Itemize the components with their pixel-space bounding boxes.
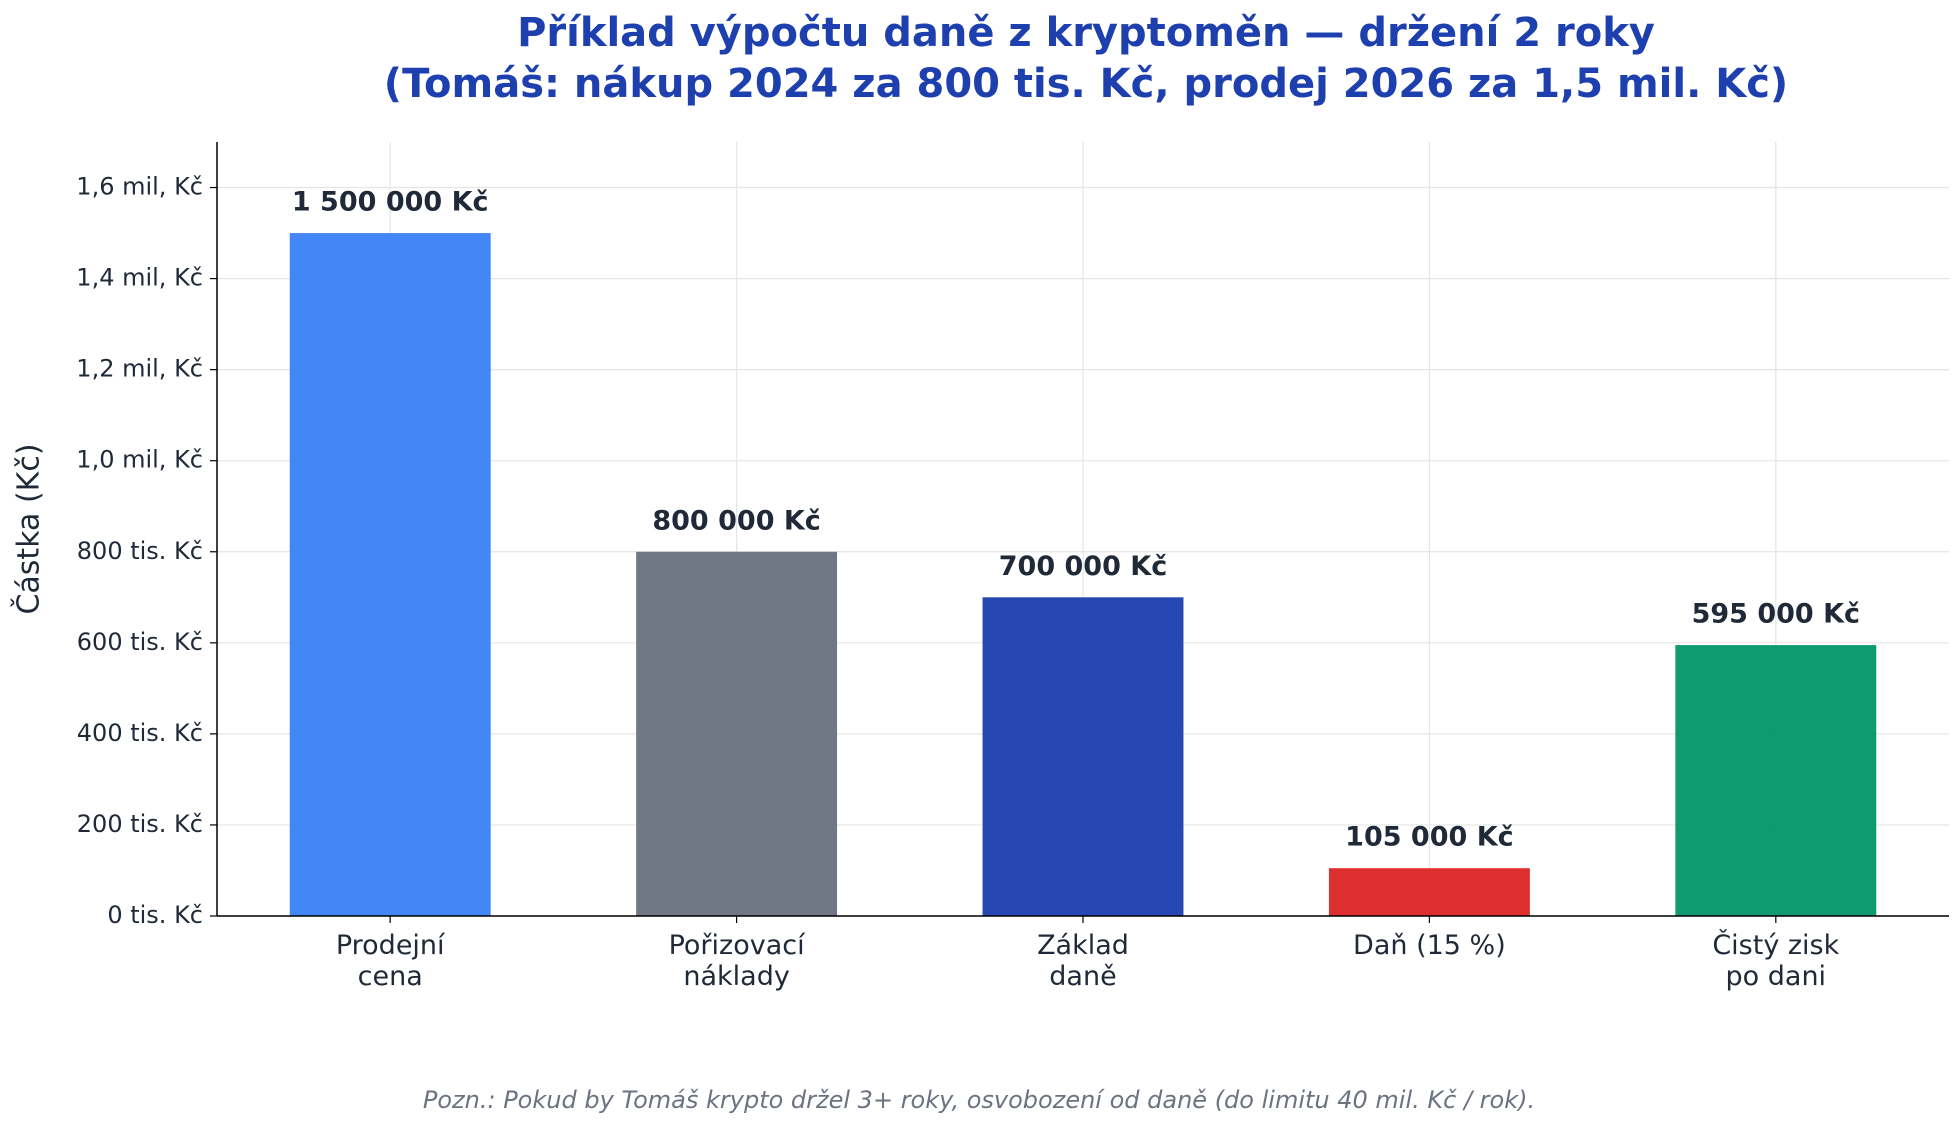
x-tick-label: Čistý zisk po dani (1712, 929, 1839, 992)
bar (1675, 645, 1877, 916)
bar (289, 233, 491, 916)
footnote: Pozn.: Pokud by Tomáš krypto držel 3+ ro… (423, 1086, 1535, 1114)
chart-subtitle: (Tomáš: nákup 2024 za 800 tis. Kč, prode… (384, 61, 1788, 107)
value-label: 700 000 Kč (999, 551, 1167, 582)
value-label: 800 000 Kč (652, 505, 820, 536)
bar (982, 597, 1184, 916)
y-tick-label: 0 tis. Kč (107, 901, 203, 929)
x-tick-label: Prodejní cena (336, 930, 446, 992)
bar (1328, 868, 1530, 916)
x-tick-label: Daň (15 %) (1353, 930, 1506, 961)
y-tick-label: 400 tis. Kč (77, 719, 203, 747)
y-axis-label: Částka (Kč) (10, 443, 47, 614)
x-tick-label: Základ daně (1037, 930, 1129, 992)
x-tick-label: Pořizovací náklady (669, 930, 807, 992)
y-tick-label: 200 tis. Kč (77, 810, 203, 838)
value-label: 1 500 000 Kč (292, 187, 489, 218)
value-label: 595 000 Kč (1692, 599, 1860, 630)
y-tick-label: 800 tis. Kč (77, 537, 203, 565)
y-tick-label: 1,6 mil, Kč (76, 173, 203, 201)
bar (636, 551, 838, 916)
y-tick-label: 1,0 mil, Kč (76, 446, 203, 474)
chart-title: Příklad výpočtu daně z kryptoměn — držen… (517, 10, 1655, 56)
y-tick-label: 600 tis. Kč (77, 628, 203, 656)
y-tick-label: 1,4 mil, Kč (76, 264, 203, 292)
y-tick-label: 1,2 mil, Kč (76, 355, 203, 383)
value-label: 105 000 Kč (1345, 822, 1513, 853)
